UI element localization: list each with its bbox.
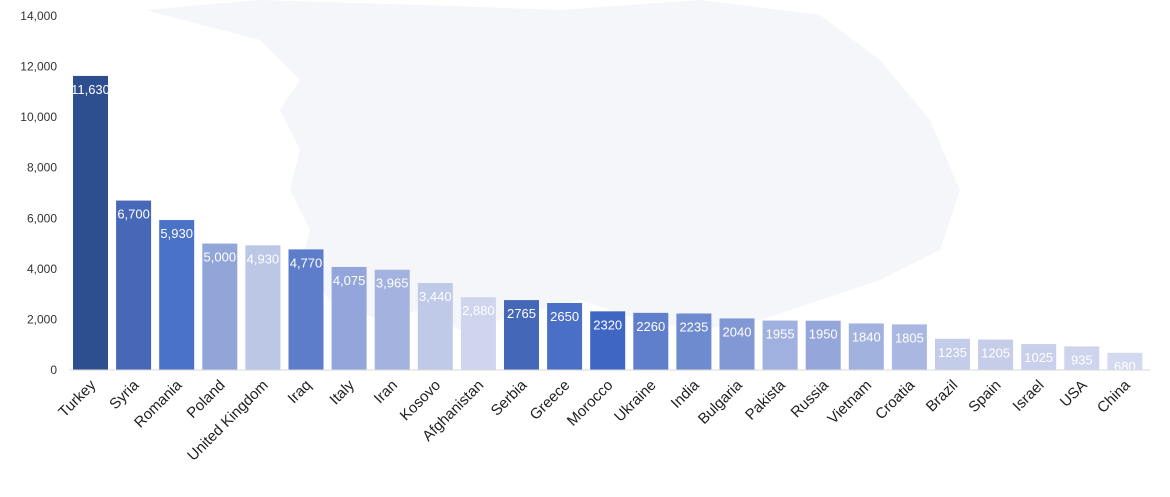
x-tick-label: United Kingdom (184, 377, 271, 464)
y-tick-label: 0 (50, 363, 57, 377)
data-label: 5,930 (160, 226, 193, 241)
x-tick-label: Iran (371, 377, 401, 407)
x-tick-label: Romania (131, 376, 186, 431)
data-label: 2235 (679, 319, 708, 334)
y-tick-label: 14,000 (20, 9, 57, 23)
bar-serbia (504, 300, 539, 370)
data-label: 680 (1114, 359, 1136, 374)
x-tick-label: Vietnam (824, 377, 875, 428)
data-label: 5,000 (204, 250, 237, 265)
bar-turkey (73, 75, 108, 371)
x-tick-label: USA (1057, 377, 1091, 411)
bar-italy (331, 266, 367, 370)
data-label: 3,965 (376, 276, 409, 291)
data-label: 1235 (938, 345, 967, 360)
bar-india (676, 313, 712, 370)
bar-china (1107, 352, 1143, 370)
x-tick-label: Ukraine (611, 377, 660, 426)
bar-iraq (288, 249, 324, 370)
background-map (145, 0, 960, 330)
x-tick-label: Morocco (564, 377, 617, 430)
x-tick-label: Spain (965, 377, 1004, 416)
data-label: 4,770 (290, 255, 323, 270)
x-tick-label: Pakista (742, 376, 789, 423)
y-axis: 0 2,000 4,000 6,000 8,000 10,000 12,000 14,000 (20, 9, 1151, 377)
bar-russia (805, 320, 841, 370)
bar-afghanistan (460, 297, 496, 370)
x-tick-label: Croatia (872, 376, 919, 423)
data-label: 2040 (723, 324, 752, 339)
x-tick-label: Israel (1010, 377, 1048, 415)
y-tick-label: 12,000 (20, 60, 57, 74)
x-tick-label: Iraq (285, 377, 315, 407)
bar-brazil (935, 338, 970, 370)
bar-usa (1064, 346, 1100, 370)
data-label: 935 (1071, 352, 1093, 367)
data-label: 6,700 (117, 207, 150, 222)
x-tick-label: China (1094, 376, 1134, 416)
data-label: 1025 (1024, 350, 1053, 365)
bar-ukraine (633, 312, 669, 370)
data-label: 4,075 (333, 273, 366, 288)
data-label: 2,880 (462, 303, 495, 318)
x-tick-label: Syria (106, 376, 143, 413)
data-label: 2650 (550, 309, 579, 324)
bar-poland (202, 243, 238, 370)
x-tick-label: Serbia (488, 376, 531, 419)
data-label: 1205 (981, 346, 1010, 361)
bar-spain (978, 339, 1014, 370)
bar-vietnam (848, 323, 884, 370)
data-label: 2260 (636, 319, 665, 334)
bar-croatia (891, 324, 927, 370)
x-tick-label: India (668, 376, 703, 411)
data-label: 2320 (593, 317, 622, 332)
bar-pakista (762, 320, 798, 370)
bar-syria (116, 200, 152, 370)
bar-united-kingdom (245, 245, 281, 370)
bar-kosovo (417, 283, 453, 370)
y-tick-label: 10,000 (20, 110, 57, 124)
y-tick-label: 4,000 (27, 262, 57, 276)
bar-greece (547, 302, 583, 370)
bars-layer: 11,630 6,700 5,930 5,000 4,930 4,770 4,075 3,96… (71, 75, 1143, 374)
data-label: 1955 (766, 327, 795, 342)
y-tick-label: 2,000 (27, 312, 57, 326)
data-label: 2765 (507, 306, 536, 321)
data-label: 1950 (809, 327, 838, 342)
bar-iran (374, 269, 410, 370)
bar-bulgaria (719, 318, 755, 370)
x-tick-label: Turkey (55, 376, 99, 420)
data-label: 11,630 (71, 82, 110, 97)
y-tick-label: 8,000 (27, 161, 57, 175)
x-tick-label: Brazil (923, 377, 962, 416)
data-label: 1805 (895, 330, 924, 345)
y-tick-label: 6,000 (27, 211, 57, 225)
europe-map-watermark (145, 0, 960, 330)
x-tick-label: Italy (326, 376, 358, 408)
bar-morocco (590, 311, 626, 370)
data-label: 3,440 (419, 289, 452, 304)
data-label: 1840 (852, 329, 881, 344)
bar-israel (1021, 344, 1057, 370)
x-tick-label: Bulgaria (695, 376, 746, 427)
data-label: 4,930 (247, 251, 280, 266)
bar-romania (159, 220, 195, 370)
